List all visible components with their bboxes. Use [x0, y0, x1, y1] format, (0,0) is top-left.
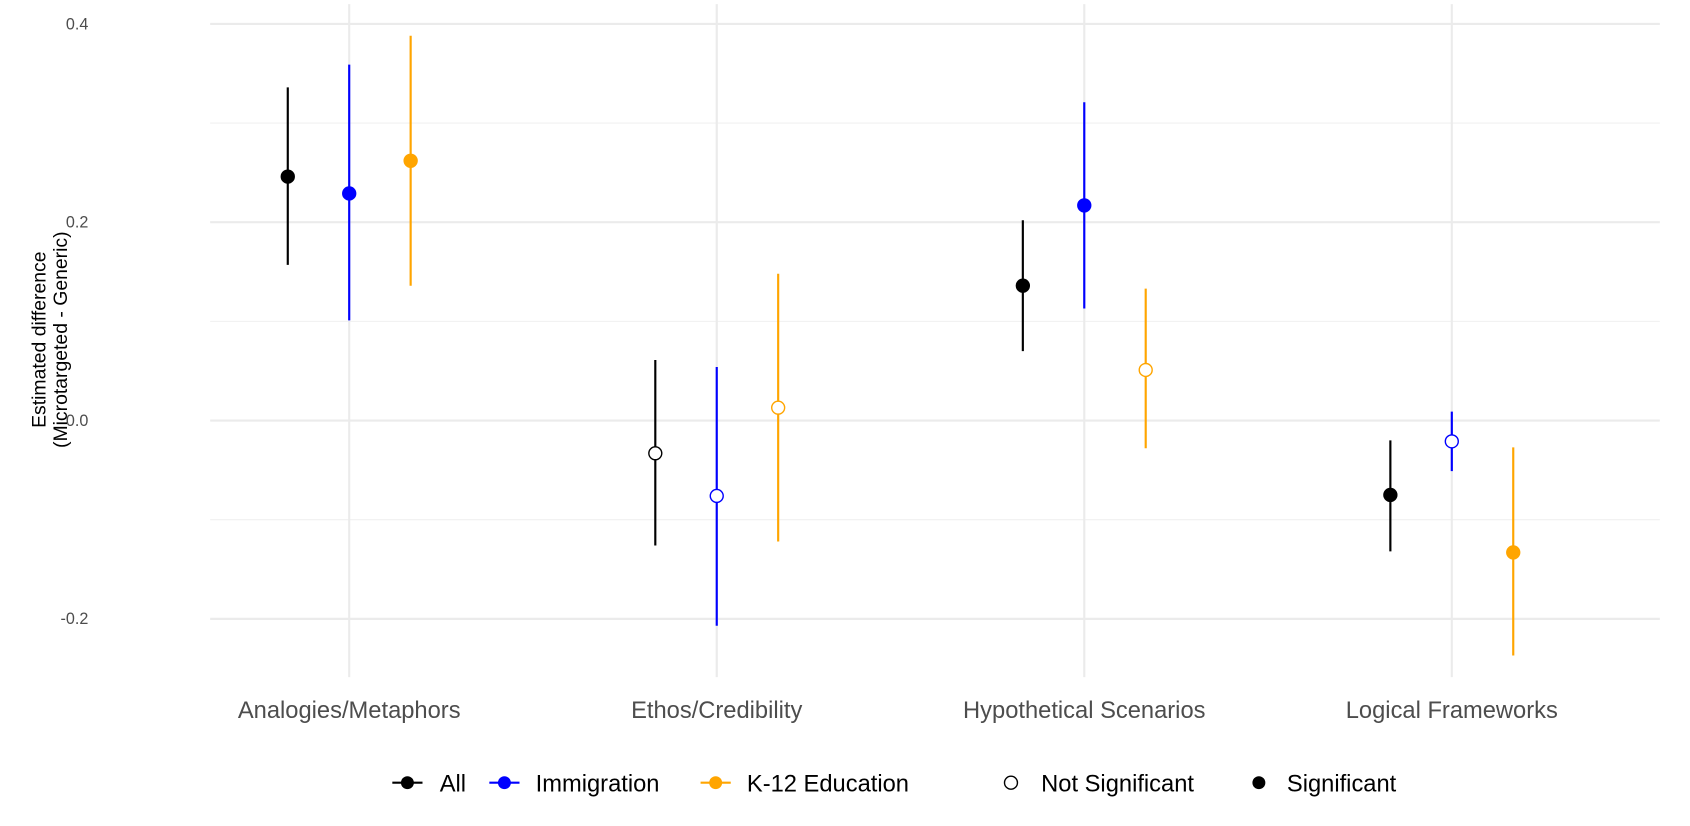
y-axis-label-line2: (Microtargeted - Generic)	[50, 231, 72, 448]
y-axis-ticks: 0.4 0.2 0.0 -0.2	[61, 15, 89, 628]
legend-item-all: All	[392, 771, 466, 797]
point-estimate	[1077, 198, 1092, 213]
point-estimate	[1015, 278, 1031, 293]
legend-label-not-significant: Not Significant	[1041, 771, 1194, 797]
data-marks	[280, 35, 1521, 656]
y-tick-label: 0.4	[66, 15, 88, 33]
x-axis-ticks: Analogies/Metaphors Ethos/Credibility Hypo…	[238, 698, 1558, 724]
y-tick-label: -0.2	[61, 610, 89, 628]
legend-label-immigration: Immigration	[536, 771, 660, 797]
legend-item-significant: Significant	[1252, 771, 1397, 797]
x-tick-label: Hypothetical Scenarios	[963, 698, 1205, 724]
legend-item-not-significant: Not Significant	[1003, 771, 1194, 797]
legend-item-k12: K-12 Education	[700, 771, 909, 797]
grid	[210, 4, 1660, 678]
legend-item-immigration: Immigration	[489, 771, 659, 797]
x-tick-label: Ethos/Credibility	[631, 698, 802, 724]
y-tick-label: 0.2	[66, 214, 88, 232]
point-estimate	[1383, 487, 1398, 503]
x-tick-label: Logical Frameworks	[1346, 698, 1558, 724]
point-estimate	[1444, 434, 1459, 449]
x-tick-label: Analogies/Metaphors	[238, 698, 461, 724]
point-estimate	[280, 169, 295, 184]
point-estimate	[342, 186, 357, 201]
legend-label-k12: K-12 Education	[747, 771, 909, 797]
legend: All Immigration K-12 Education Not Signi…	[392, 771, 1397, 797]
y-axis-label: Estimated difference (Microtargeted - Ge…	[28, 231, 72, 448]
point-estimate	[1138, 362, 1153, 378]
point-estimate	[648, 446, 663, 461]
legend-label-all: All	[440, 771, 466, 797]
y-axis-label-line1: Estimated difference	[28, 251, 50, 427]
legend-label-significant: Significant	[1287, 771, 1397, 797]
point-estimate	[403, 153, 418, 168]
y-tick-label: 0.0	[66, 412, 88, 430]
point-estimate	[771, 400, 786, 415]
point-estimate	[709, 488, 724, 504]
point-estimate	[1506, 545, 1521, 560]
